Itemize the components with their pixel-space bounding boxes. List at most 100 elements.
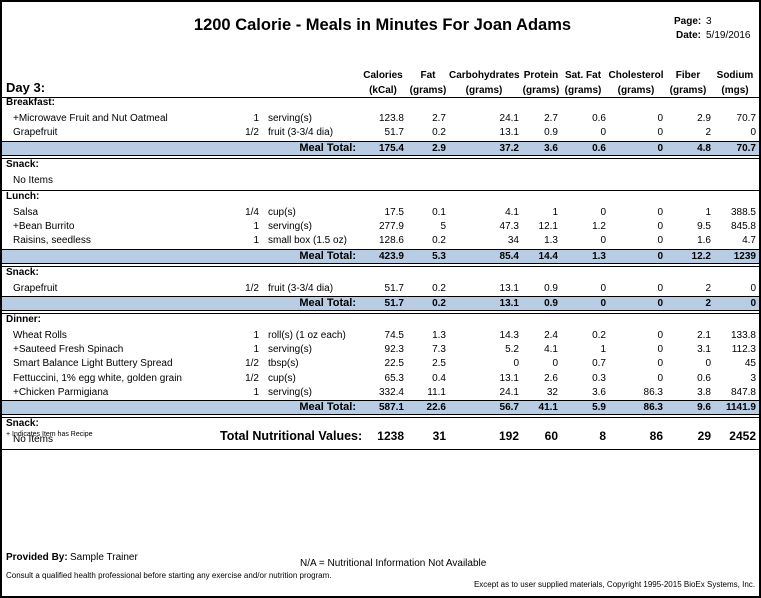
cell-value: 56.7 [499, 402, 519, 414]
cell-value: 0.2 [592, 329, 606, 341]
cell-value: 0 [600, 282, 606, 294]
cell-value: 1.3 [544, 235, 558, 247]
food-unit: tbsp(s) [268, 358, 299, 370]
column-header-unit: (grams) [465, 85, 503, 96]
section-divider [2, 157, 759, 159]
cell-value: 1.6 [697, 235, 711, 247]
list-item: No Items [2, 173, 759, 188]
section-divider [2, 265, 759, 267]
food-qty: 1/2 [245, 282, 259, 294]
cell-value: 1238 [377, 429, 404, 443]
cell-value: 0.2 [432, 297, 446, 309]
cell-value: 8 [599, 429, 606, 443]
cell-value: 0 [657, 372, 663, 384]
column-header-7: Sodium (mgs) [700, 68, 759, 98]
food-name: Wheat Rolls [13, 329, 67, 341]
page-number: 3 [706, 16, 712, 27]
cell-value: 0 [750, 127, 756, 139]
cell-value: 0.4 [432, 372, 446, 384]
column-header-unit: (grams) [409, 85, 447, 96]
no-items-text: No Items [13, 174, 54, 186]
cell-value: 5.2 [505, 344, 519, 356]
cell-value: 22.6 [426, 402, 446, 414]
cell-value: 4.1 [505, 206, 519, 218]
food-unit: serving(s) [268, 113, 312, 124]
grand-total-values: 1238 31 192 60 8 86 29 2452 [2, 429, 759, 444]
cell-value: 1 [600, 344, 606, 356]
cell-value: 0 [600, 235, 606, 247]
food-unit: serving(s) [268, 344, 312, 356]
recipe-note: + Indicates Item has Recipe [6, 431, 93, 438]
cell-value: 1 [552, 206, 558, 218]
column-header-1: Fat (grams) [393, 68, 463, 98]
column-header-name: Sat. Fat [564, 70, 602, 81]
cell-value: 0 [657, 282, 663, 294]
cell-value: 41.1 [538, 402, 558, 414]
food-name: +Bean Burrito [13, 220, 75, 232]
cell-value: 0 [600, 206, 606, 218]
cell-value: 2 [705, 127, 711, 139]
cell-value: 0.6 [592, 113, 606, 124]
cell-value: 2 [705, 282, 711, 294]
cell-value: 1141.9 [725, 402, 756, 414]
cell-value: 123.8 [378, 113, 404, 124]
food-unit: small box (1.5 oz) [268, 235, 347, 247]
column-header-4: Sat. Fat (grams) [548, 68, 618, 98]
cell-value: 128.6 [378, 235, 404, 247]
cell-value: 3.6 [592, 387, 606, 398]
cell-value: 45 [744, 358, 756, 370]
cell-value: 2.9 [697, 113, 711, 124]
food-unit: cup(s) [268, 372, 296, 384]
cell-value: 0.6 [697, 372, 711, 384]
meal-total-label: Meal Total: [299, 401, 356, 414]
cell-value: 0.3 [592, 372, 606, 384]
cell-value: 2.5 [432, 358, 446, 370]
cell-value: 0 [552, 358, 558, 370]
food-qty: 1/4 [245, 206, 259, 218]
cell-value: 13.1 [499, 127, 519, 139]
food-name: Grapefruit [13, 127, 58, 139]
page-label: Page: [674, 16, 702, 27]
food-name: Smart Balance Light Buttery Spread [13, 358, 173, 370]
cell-value: 34 [507, 235, 519, 247]
table-row: Salsa 1/4 cup(s) 17.5 0.1 4.1 1 0 0 1 388.5 [2, 205, 759, 220]
cell-value: 0.9 [544, 127, 558, 139]
meal-title: Snack: [6, 266, 39, 278]
cell-value: 11.1 [427, 387, 446, 398]
cell-value: 0 [657, 297, 663, 309]
meal-title: Lunch: [6, 190, 40, 202]
cell-value: 31 [432, 429, 446, 443]
cell-value: 9.5 [697, 220, 711, 232]
meal-total-label: Meal Total: [299, 141, 356, 154]
food-unit: roll(s) (1 oz each) [268, 329, 346, 341]
cell-value: 0 [657, 344, 663, 356]
table-row: Grapefruit 1/2 fruit (3-3/4 dia) 51.7 0.2 13.… [2, 125, 759, 140]
column-header-name: Calories [363, 70, 403, 81]
no-items-text: No Items [13, 434, 54, 446]
cell-value: 5.9 [592, 402, 606, 414]
meal-total-row: Meal Total: 175.4 2.9 37.2 3.6 0.6 0 4.8 70.7 [2, 140, 759, 156]
cell-value: 86.3 [643, 387, 663, 398]
meal-total-label: Meal Total: [299, 249, 356, 262]
column-header-2: Carbohydrates (grams) [449, 68, 520, 98]
cell-value: 7.3 [432, 344, 446, 356]
copyright-note: Except as to user supplied materials, Co… [473, 580, 755, 589]
cell-value: 0 [657, 220, 663, 232]
column-header-unit: (grams) [564, 85, 602, 96]
cell-value: 192 [498, 429, 519, 443]
food-unit: cup(s) [268, 206, 296, 218]
food-unit: fruit (3-3/4 dia) [268, 127, 334, 139]
food-qty: 1 [253, 387, 259, 398]
food-qty: 1/2 [245, 358, 259, 370]
cell-value: 2.6 [544, 372, 558, 384]
cell-value: 24.1 [499, 387, 519, 398]
cell-value: 0.7 [592, 358, 606, 370]
report-date: 5/19/2016 [706, 30, 751, 41]
cell-value: 13.1 [499, 372, 519, 384]
cell-value: 12.1 [538, 220, 558, 232]
cell-value: 0 [750, 282, 756, 294]
cell-value: 51.7 [384, 282, 404, 294]
meal-total-row: Meal Total: 423.9 5.3 85.4 14.4 1.3 0 12.2 1239 [2, 248, 759, 264]
food-name: Grapefruit [13, 282, 58, 294]
cell-value: 4.8 [697, 142, 711, 154]
